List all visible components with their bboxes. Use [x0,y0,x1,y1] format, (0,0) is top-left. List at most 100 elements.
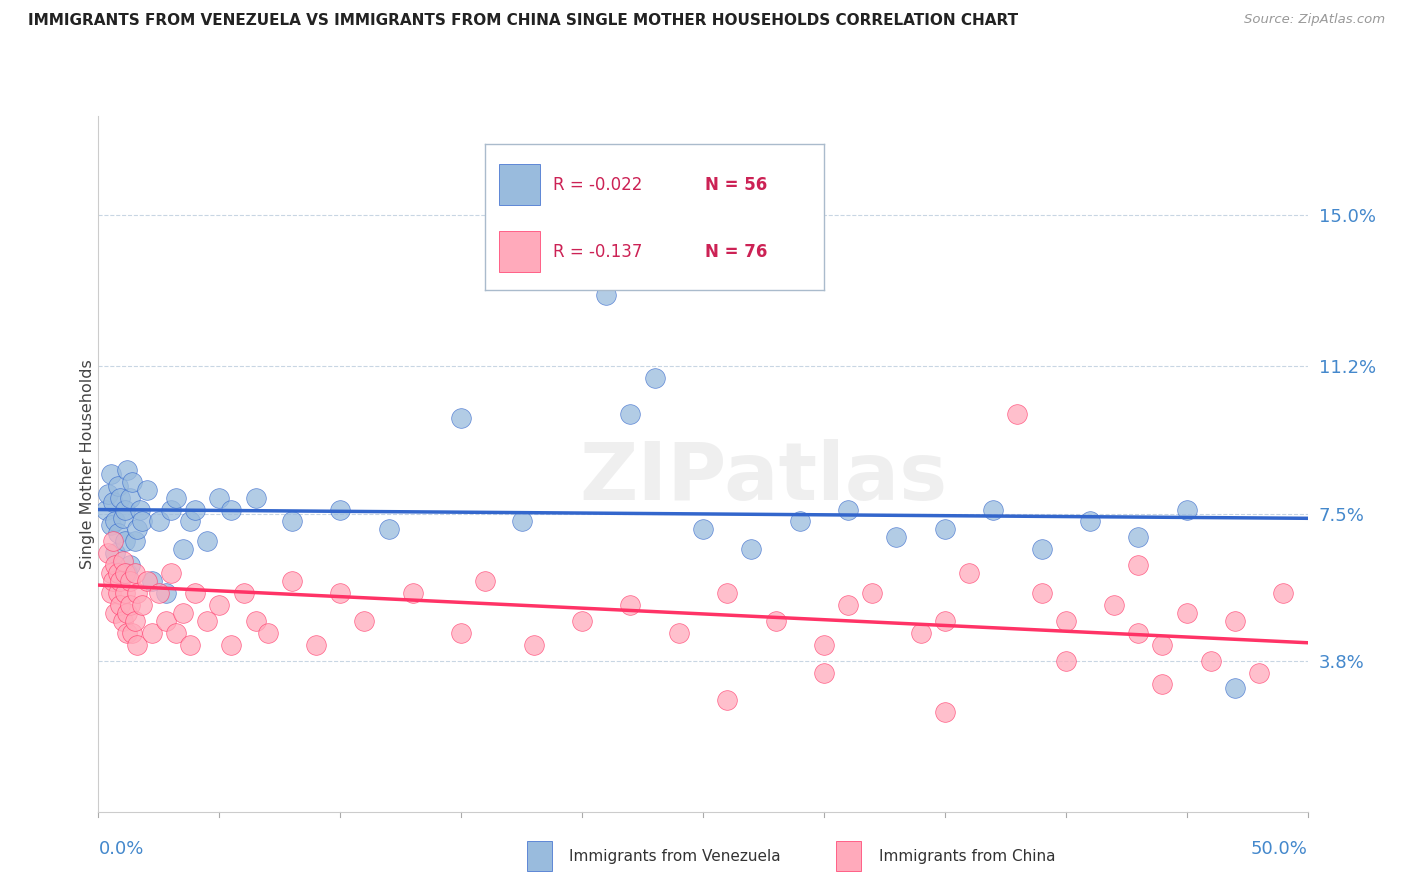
Text: R = -0.137: R = -0.137 [553,243,643,261]
Point [179,515,201,529]
Point [619,407,641,421]
Point [104,515,127,529]
Point [886,530,908,544]
Point [450,411,472,425]
Point [232,586,254,600]
Point [692,523,714,537]
Point [1054,654,1077,668]
Point [1102,598,1125,612]
Point [104,546,127,560]
Point [141,625,163,640]
Point [114,534,136,549]
Point [789,515,811,529]
Point [108,491,131,505]
Point [107,566,129,581]
Point [245,614,267,628]
Text: Immigrants from Venezuela: Immigrants from Venezuela [569,849,782,863]
Point [1223,681,1246,696]
Point [97,486,120,500]
Y-axis label: Single Mother Households: Single Mother Households [80,359,94,569]
Text: N = 76: N = 76 [706,243,768,261]
Point [101,534,124,549]
Point [910,625,932,640]
Point [860,586,883,600]
Point [981,502,1004,516]
Point [1199,654,1222,668]
Point [305,638,328,652]
Point [100,467,122,481]
Point [155,614,177,628]
Point [141,574,163,588]
Point [595,288,617,302]
Point [172,606,194,620]
Point [765,614,787,628]
Point [1078,515,1101,529]
Point [118,574,141,588]
Point [644,371,666,385]
Point [474,574,496,588]
Point [1223,614,1246,628]
Point [281,574,304,588]
Point [101,494,124,508]
Text: 50.0%: 50.0% [1251,839,1308,857]
Point [353,614,375,628]
Point [934,614,956,628]
Point [510,515,533,529]
Point [160,566,183,581]
Point [165,491,187,505]
Point [100,566,122,581]
Point [221,502,243,516]
Point [124,566,146,581]
Point [934,706,956,720]
Point [128,502,150,516]
Point [118,598,141,612]
Point [148,515,170,529]
Point [716,693,738,707]
Point [245,491,267,505]
Point [740,542,762,557]
Point [165,625,187,640]
Point [155,586,177,600]
Point [1152,677,1174,691]
Point [1175,606,1198,620]
Point [1272,586,1295,600]
Point [184,586,207,600]
Point [104,558,127,573]
Point [97,546,120,560]
Point [523,638,546,652]
Point [1128,558,1150,573]
Point [1128,625,1150,640]
Text: Immigrants from China: Immigrants from China [879,849,1056,863]
Point [111,614,134,628]
Point [1031,586,1053,600]
Point [124,534,146,549]
Point [127,523,149,537]
Point [148,586,170,600]
Point [100,586,122,600]
Point [160,502,183,516]
Point [111,566,134,581]
Point [118,491,141,505]
Text: ZIPatlas: ZIPatlas [579,439,948,516]
Point [114,586,136,600]
Point [221,638,243,652]
Point [837,502,859,516]
FancyBboxPatch shape [499,231,540,272]
Point [107,586,129,600]
Point [117,606,139,620]
Point [111,510,134,524]
Point [179,638,201,652]
Point [716,586,738,600]
Text: R = -0.022: R = -0.022 [553,176,643,194]
Point [135,574,157,588]
Point [127,586,149,600]
Point [100,518,122,533]
Point [94,502,117,516]
Point [957,566,980,581]
Point [813,665,835,680]
Point [329,502,352,516]
Point [571,614,593,628]
Point [329,586,352,600]
Point [114,566,136,581]
Point [1007,407,1029,421]
